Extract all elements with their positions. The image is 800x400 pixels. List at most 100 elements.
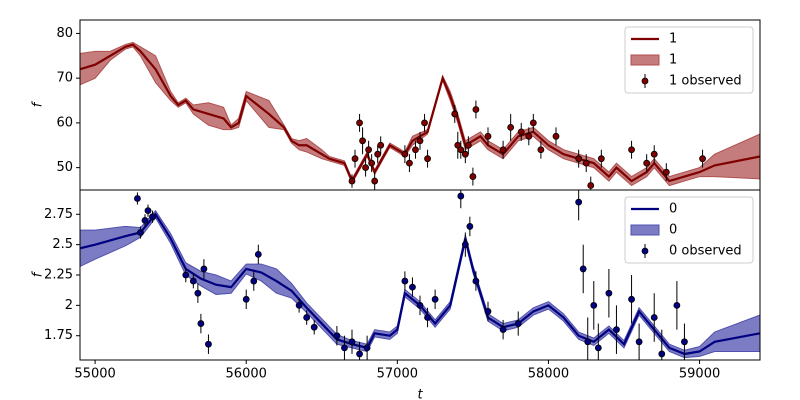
observed-point <box>431 295 439 303</box>
observed-point <box>587 182 595 189</box>
observed-point <box>628 146 635 154</box>
observed-point <box>416 137 424 145</box>
observed-point <box>673 301 681 309</box>
observed-point <box>658 350 666 358</box>
observed-point <box>416 301 424 309</box>
model-line <box>80 43 760 184</box>
observed-point <box>310 323 318 331</box>
observed-point <box>363 344 371 352</box>
observed-point <box>613 326 620 334</box>
observed-point <box>371 177 379 185</box>
observed-point <box>590 301 598 309</box>
observed-point <box>137 229 144 236</box>
observed-point <box>451 110 459 118</box>
observed-point <box>250 277 258 285</box>
observed-point <box>365 146 373 154</box>
observed-point <box>242 295 250 303</box>
observed-point <box>529 119 537 127</box>
observed-point <box>362 164 370 172</box>
observed-point <box>401 150 409 158</box>
observed-point <box>525 132 533 140</box>
observed-point <box>295 301 303 309</box>
plot-area <box>80 190 760 360</box>
observed-point <box>517 128 525 136</box>
y-tick-label: 1.75 <box>44 328 73 343</box>
plot-area <box>80 41 760 190</box>
observed-point <box>377 141 385 149</box>
observed-point <box>351 155 359 163</box>
y-tick-label: 70 <box>56 71 73 86</box>
legend-label: 1 <box>669 32 677 47</box>
observed-point <box>303 314 311 321</box>
y-tick-label: 2 <box>65 298 73 313</box>
legend-label: 1 observed <box>669 74 742 89</box>
observed-point <box>141 216 149 224</box>
observed-point <box>484 308 492 315</box>
observed-point <box>457 146 465 154</box>
observed-point <box>594 344 602 352</box>
observed-point <box>348 177 356 185</box>
legend-marker <box>641 247 649 255</box>
observed-point <box>333 332 341 340</box>
observed-point <box>635 338 643 346</box>
observed-point <box>368 159 376 167</box>
observed-point <box>643 159 651 167</box>
observed-point <box>197 320 205 327</box>
observed-point <box>464 141 472 149</box>
observed-point <box>681 338 688 346</box>
observed-point <box>412 146 419 154</box>
observed-point <box>472 277 480 285</box>
y-tick-label: 2.25 <box>44 268 73 283</box>
legend-label: 0 <box>669 202 677 217</box>
observed-point <box>359 137 366 145</box>
y-tick-label: 2.5 <box>52 237 73 252</box>
observed-point <box>457 192 465 200</box>
observed-point <box>699 155 706 163</box>
observed-point <box>579 265 587 273</box>
observed-point <box>650 150 658 158</box>
y-tick-label: 50 <box>56 160 73 175</box>
observed-point <box>552 132 560 140</box>
model-line <box>80 212 760 356</box>
legend-label: 0 <box>669 223 677 238</box>
y-tick-label: 60 <box>56 115 73 130</box>
observed-point <box>537 146 545 154</box>
observed-point <box>469 173 477 180</box>
observed-point <box>348 338 356 346</box>
observed-point <box>421 119 428 127</box>
observed-point <box>605 289 613 297</box>
observed-point <box>424 155 431 163</box>
x-tick-label: 58000 <box>528 367 569 382</box>
observed-point <box>575 198 583 206</box>
observed-point <box>507 123 515 131</box>
y-tick-label: 2.75 <box>44 207 73 222</box>
observed-point <box>484 132 492 140</box>
legend-box <box>624 26 754 94</box>
observed-point <box>149 213 156 221</box>
observed-point <box>374 150 382 158</box>
observed-point <box>356 350 363 358</box>
x-tick-label: 59000 <box>679 367 720 382</box>
observed-point <box>134 195 141 202</box>
observed-point <box>189 277 197 285</box>
observed-point <box>194 289 202 297</box>
observed-point <box>499 326 507 334</box>
observed-point <box>466 223 474 230</box>
legend-label: 0 observed <box>669 244 742 259</box>
observed-point <box>628 295 635 303</box>
legend-label: 1 <box>669 53 677 68</box>
observed-point <box>514 320 522 327</box>
observed-point <box>650 314 658 321</box>
legend-patch <box>630 224 660 236</box>
x-axis-label: t <box>417 388 423 400</box>
observed-point <box>254 250 262 258</box>
observed-point <box>144 207 152 215</box>
y-axis-label: f <box>31 270 46 277</box>
observed-point <box>461 241 469 249</box>
x-tick-label: 57000 <box>377 367 418 382</box>
observed-point <box>356 119 363 127</box>
legend-patch <box>630 54 660 66</box>
observed-point <box>205 340 212 348</box>
observed-point <box>575 155 583 163</box>
legend-box <box>624 196 754 264</box>
